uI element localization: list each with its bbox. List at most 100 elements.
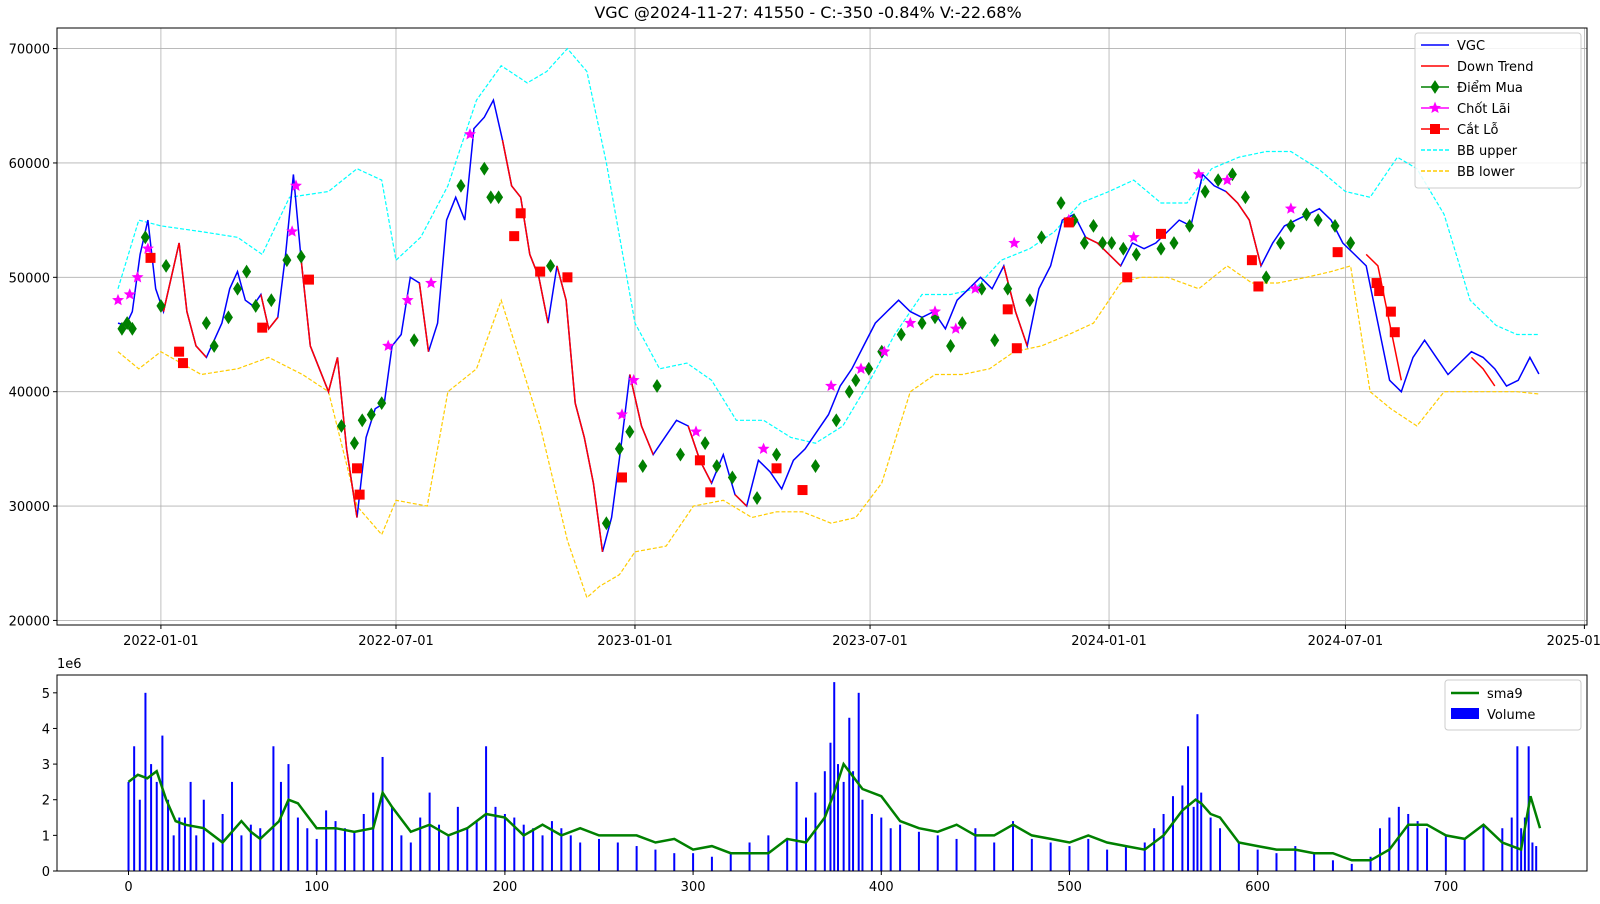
volume-x-tick-label: 0 xyxy=(124,880,132,895)
buy-point-marker xyxy=(614,441,624,456)
buy-point-marker xyxy=(233,281,243,296)
volume-bar xyxy=(249,824,252,871)
volume-bar xyxy=(1535,846,1538,871)
volume-bar xyxy=(138,799,141,871)
take-profit-marker xyxy=(131,270,144,283)
legend-label: sma9 xyxy=(1487,687,1523,702)
volume-bar xyxy=(786,838,789,871)
volume-bar xyxy=(133,746,136,871)
volume-bar xyxy=(870,813,873,871)
volume-bar xyxy=(1313,853,1316,871)
volume-bar xyxy=(1181,785,1184,871)
volume-bar xyxy=(522,824,525,871)
buy-point-marker xyxy=(700,436,710,451)
buy-point-marker xyxy=(772,447,782,462)
volume-bar xyxy=(513,817,516,871)
volume-bar xyxy=(1256,849,1259,871)
volume-bar xyxy=(438,824,441,871)
volume-bar xyxy=(579,842,582,871)
take-profit-marker xyxy=(464,128,477,140)
volume-bar xyxy=(1523,817,1526,871)
price-axes-frame xyxy=(56,27,1588,626)
volume-bar xyxy=(635,846,638,871)
buy-point-marker xyxy=(546,258,556,273)
volume-y-tick-label: 1 xyxy=(42,829,50,844)
buy-point-marker xyxy=(479,161,489,176)
stop-loss-marker xyxy=(705,487,716,498)
volume-bar xyxy=(829,742,832,871)
volume-bar xyxy=(1106,849,1109,871)
buy-point-marker xyxy=(1185,218,1195,233)
volume-bar xyxy=(833,682,836,871)
volume-bar xyxy=(296,817,299,871)
buy-point-marker xyxy=(1169,236,1179,250)
price-x-tick-label: 2024-01-01 xyxy=(1071,634,1147,649)
volume-bar xyxy=(279,781,282,871)
volume-bar xyxy=(325,810,328,871)
volume-sma-line xyxy=(127,761,1542,862)
take-profit-marker xyxy=(1008,236,1021,249)
buy-point-marker xyxy=(712,459,722,473)
legend-label: Cắt Lỗ xyxy=(1457,123,1499,138)
buy-point-marker xyxy=(122,316,132,330)
price-y-tick-label: 40000 xyxy=(9,386,50,401)
stop-loss-marker xyxy=(174,346,185,357)
buy-point-marker xyxy=(1286,218,1296,233)
volume-bar xyxy=(836,764,839,871)
volume-bar xyxy=(167,799,170,871)
price-x-tick-label: 2024-07-01 xyxy=(1308,634,1384,649)
volume-bar xyxy=(1350,863,1353,871)
down-trend-segment xyxy=(418,282,430,352)
volume-bar xyxy=(1162,813,1165,871)
take-profit-marker xyxy=(627,374,640,386)
buy-point-marker xyxy=(601,516,611,531)
volume-bar xyxy=(178,817,181,871)
volume-x-ticks: 0 100 200 300 400 500 600 700 xyxy=(124,871,1458,895)
volume-axes: 1e6 0 100 200 300 400 500 600 700 0 1 2 3 4 5 sma9 Vo… xyxy=(42,657,1588,895)
stop-loss-marker xyxy=(1002,304,1013,315)
volume-bar xyxy=(456,806,459,871)
volume-offset-label: 1e6 xyxy=(57,657,82,672)
price-x-tick-label: 2022-01-01 xyxy=(123,634,199,649)
buy-point-marker xyxy=(1107,236,1117,250)
buy-point-marker xyxy=(811,459,821,473)
take-profit-marker xyxy=(1127,230,1140,243)
volume-bar xyxy=(1087,838,1090,871)
volume-bar xyxy=(144,692,147,871)
down-trend-segment xyxy=(260,294,279,331)
volume-bar xyxy=(1012,821,1015,871)
volume-bar xyxy=(1369,856,1372,871)
volume-bar xyxy=(1275,853,1278,871)
take-profit-marker xyxy=(904,316,917,329)
take-profit-marker xyxy=(854,362,867,374)
buy-point-marker xyxy=(1037,230,1046,245)
volume-bar xyxy=(1482,824,1485,871)
volume-bar xyxy=(1378,828,1381,871)
stop-loss-marker xyxy=(694,455,705,466)
buy-point-marker xyxy=(1346,236,1356,250)
buy-point-marker xyxy=(366,407,376,422)
take-profit-marker xyxy=(289,179,302,191)
stop-loss-marker xyxy=(354,489,365,500)
volume-bar xyxy=(852,771,855,871)
buy-point-marker xyxy=(161,258,171,273)
down-trend-segment xyxy=(162,242,207,358)
volume-y-ticks: 0 1 2 3 4 5 xyxy=(42,687,57,880)
price-y-tick-label: 50000 xyxy=(9,271,50,286)
price-x-tick-label: 2022-07-01 xyxy=(358,634,434,649)
down-trend-segment xyxy=(629,374,654,455)
stop-loss-marker xyxy=(797,485,808,496)
buy-point-marker xyxy=(851,373,861,388)
buy-point-marker xyxy=(251,298,261,313)
buy-point-marker xyxy=(1131,247,1141,262)
volume-bar xyxy=(127,781,130,871)
take-profit-marker xyxy=(382,339,395,352)
buy-point-marker xyxy=(1098,236,1108,250)
stop-loss-marker xyxy=(352,463,363,474)
volume-bar xyxy=(692,853,695,871)
buy-point-marker xyxy=(1003,281,1013,296)
volume-bar xyxy=(654,849,657,871)
down-trend-segment xyxy=(1470,356,1496,387)
volume-bar xyxy=(1294,846,1297,871)
down-trend-segment xyxy=(556,265,604,552)
